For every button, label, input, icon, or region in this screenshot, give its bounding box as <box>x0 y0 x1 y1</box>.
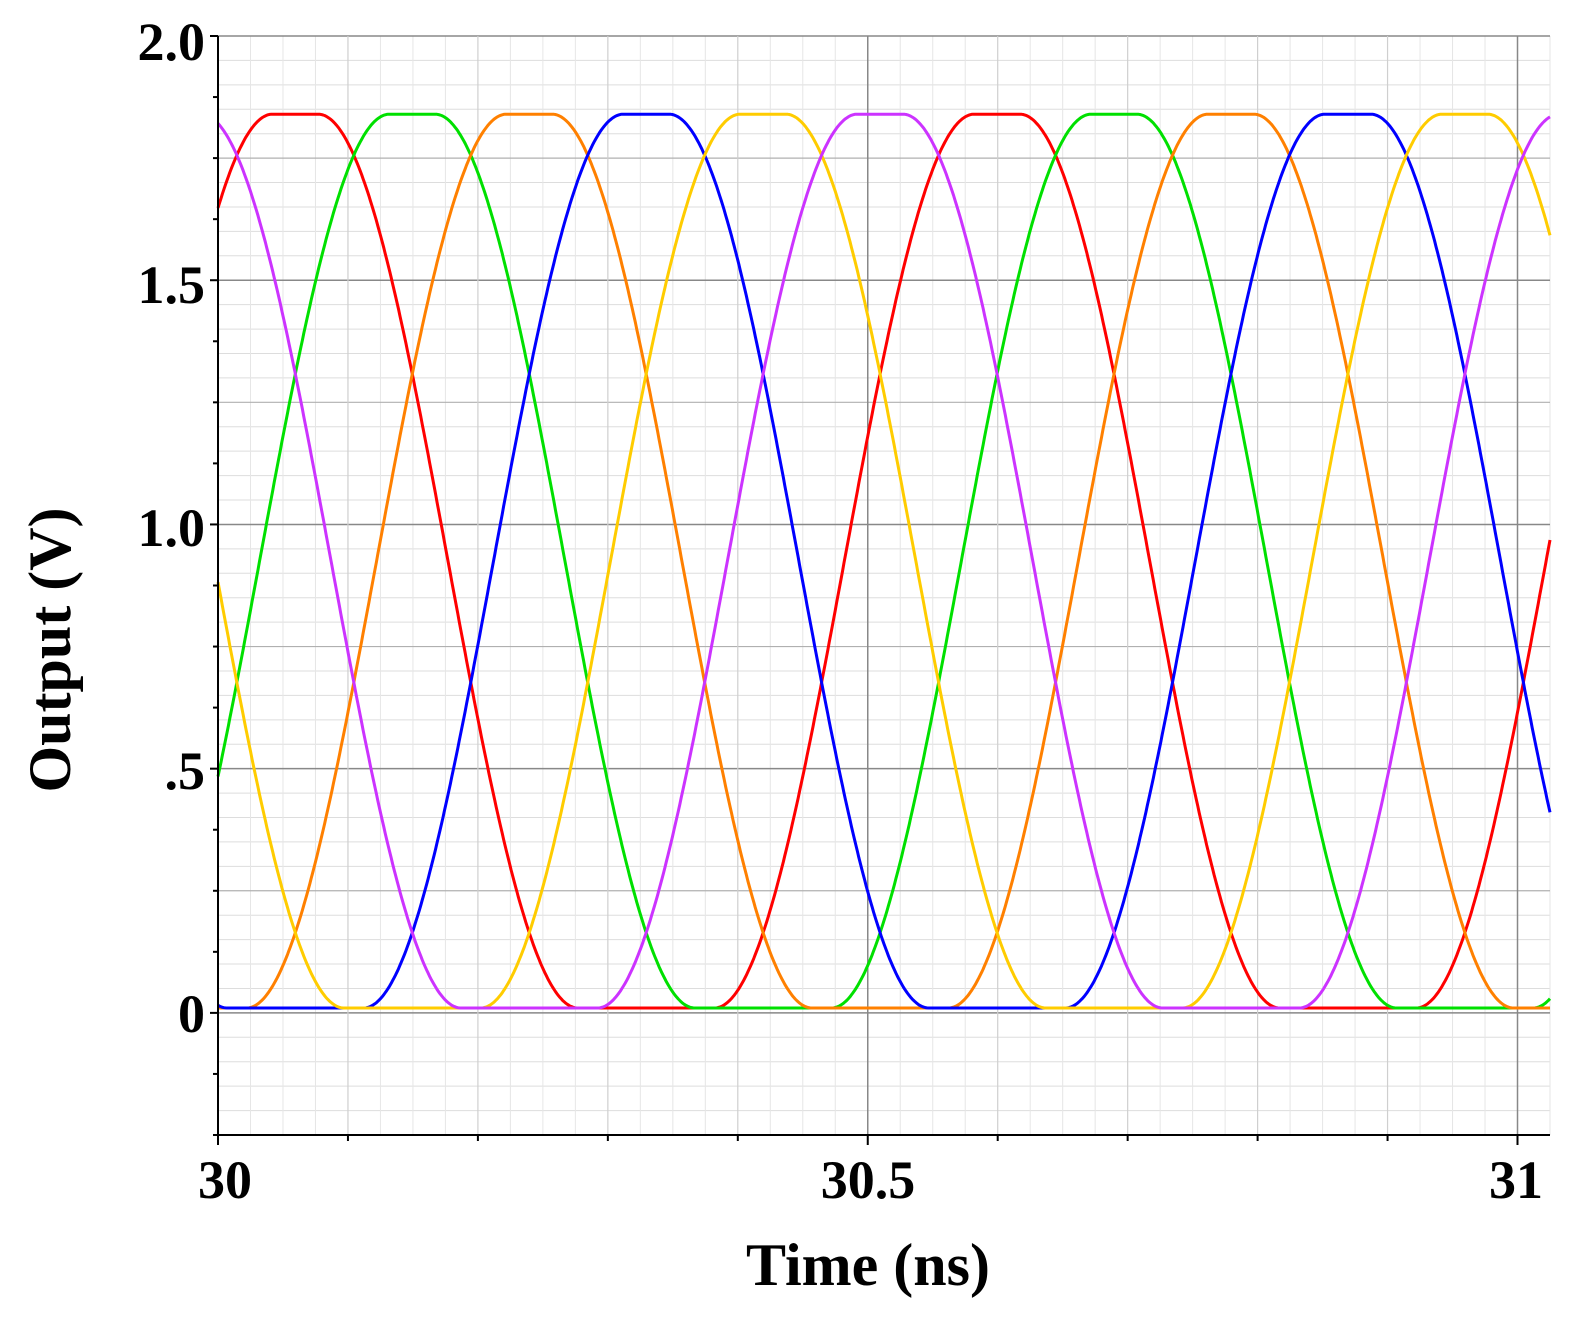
x-axis-title: Time (ns) <box>746 1232 990 1298</box>
x-tick-label: 31 <box>1489 1150 1543 1210</box>
y-tick-label: 1.5 <box>138 255 206 315</box>
series-line-2 <box>216 112 1552 1010</box>
axes <box>210 35 1550 1145</box>
y-tick-label: 0 <box>178 984 205 1044</box>
x-tick-label: 30 <box>198 1150 252 1210</box>
minor-grid <box>218 36 1551 1135</box>
series-line-3 <box>218 112 1550 1010</box>
series-line-6 <box>216 112 1551 1010</box>
y-axis-title: Output (V) <box>17 507 83 792</box>
series-line-4 <box>217 112 1552 1010</box>
series-line-5 <box>216 112 1552 1010</box>
y-tick-labels: 0 .5 1.0 1.5 2.0 <box>138 12 206 1044</box>
x-tick-label: 30.5 <box>821 1150 916 1210</box>
plot-area <box>218 36 1550 1135</box>
series-layer <box>216 112 1552 1010</box>
y-tick-label: .5 <box>165 741 206 801</box>
series-line-1 <box>216 112 1552 1010</box>
x-tick-labels: 30 30.5 31 <box>198 1150 1543 1210</box>
y-tick-label: 2.0 <box>138 12 206 72</box>
y-tick-label: 1.0 <box>138 498 206 558</box>
